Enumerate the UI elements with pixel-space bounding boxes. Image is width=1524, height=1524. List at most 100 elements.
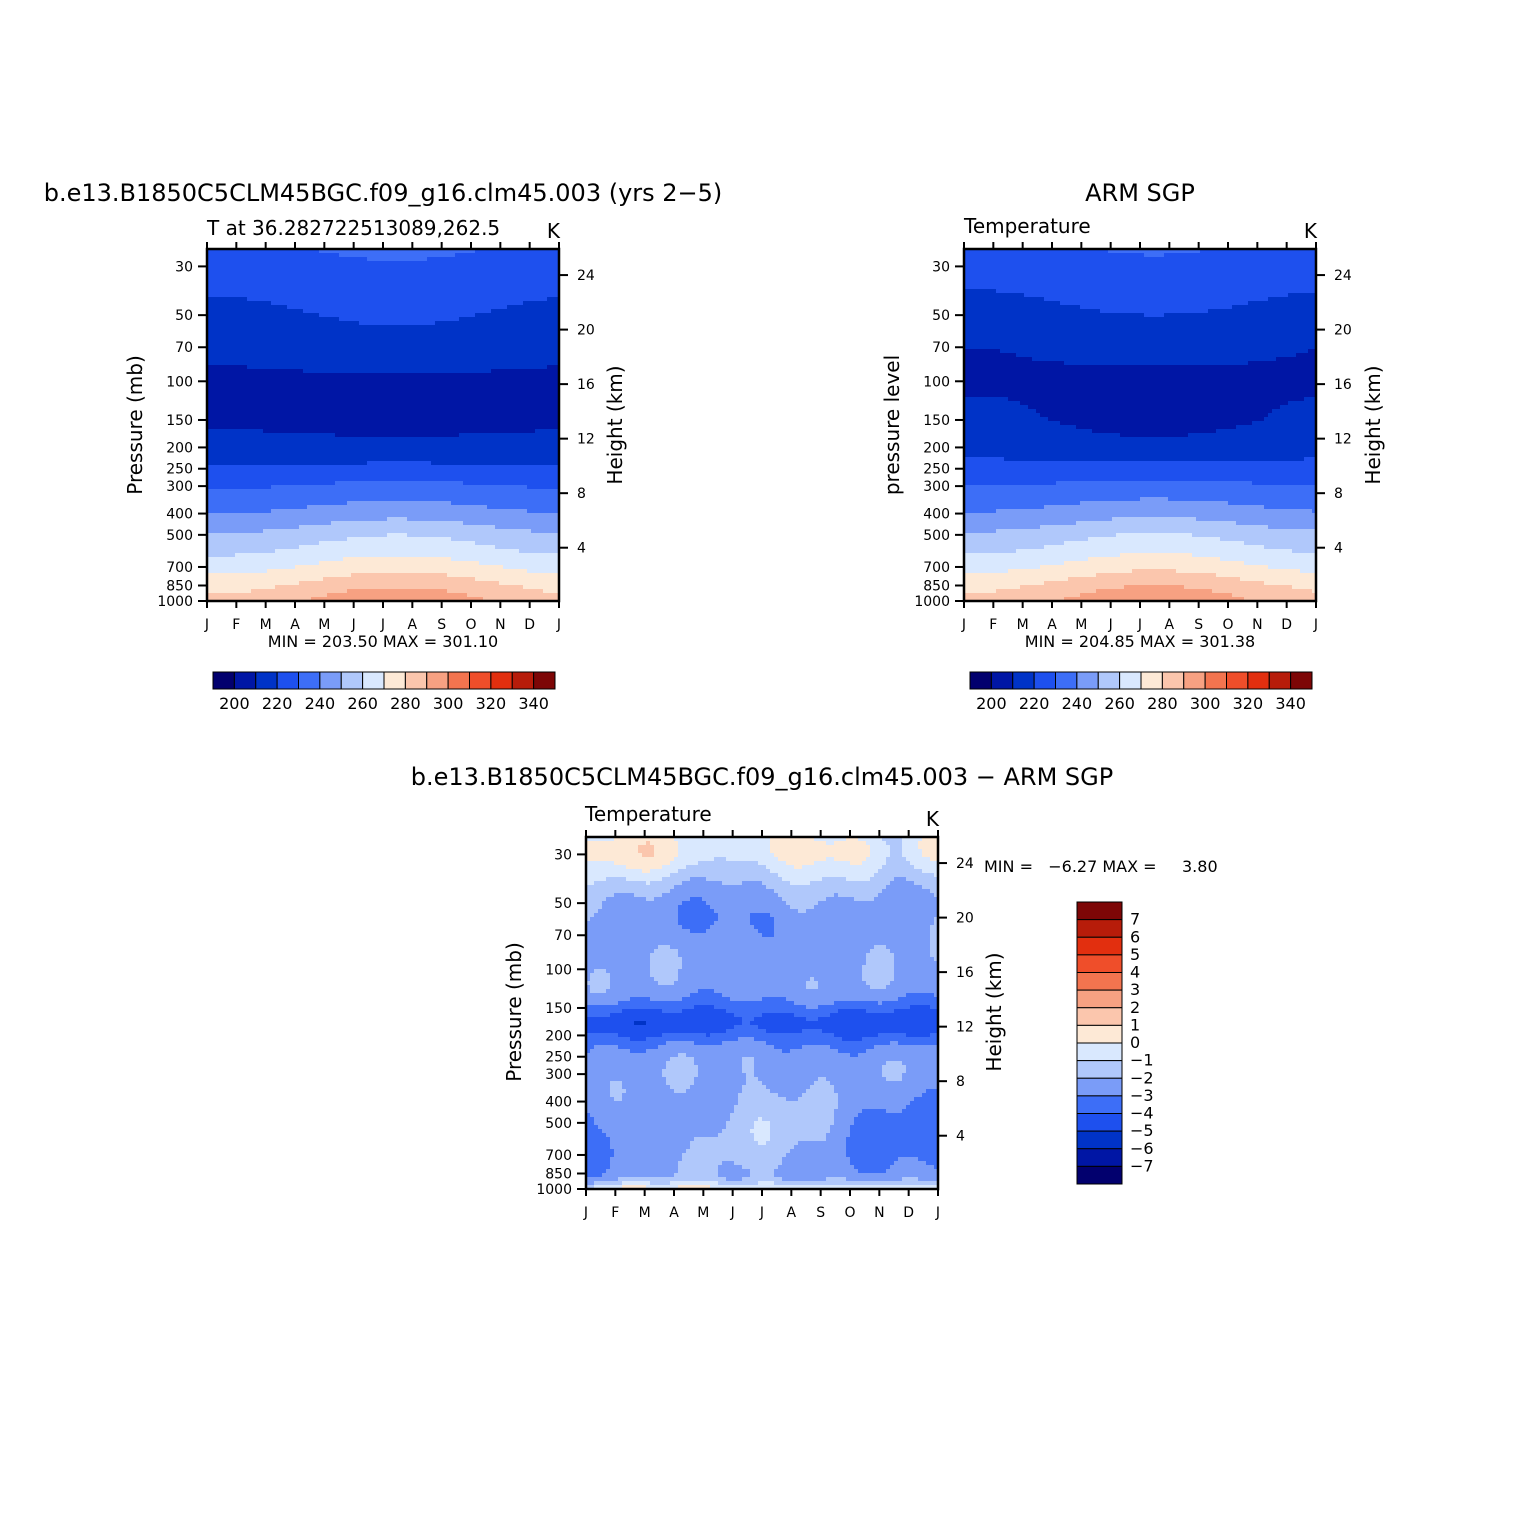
contour-cell (602, 1173, 675, 1178)
contour-cell (830, 1045, 875, 1050)
contour-cell (722, 1129, 751, 1134)
contour-cell (207, 453, 560, 458)
contour-cell (614, 861, 671, 866)
contour-cell (902, 853, 923, 858)
contour-cell (718, 1169, 751, 1174)
contour-cell (964, 249, 1109, 254)
contour-cell (694, 1005, 715, 1010)
x-tick-label: J (380, 617, 385, 633)
x-tick-label: F (611, 1205, 619, 1221)
contour-cell (834, 1033, 879, 1038)
contour-cell (666, 1061, 695, 1066)
contour-cell (964, 569, 1009, 574)
contour-cell (207, 329, 560, 334)
contour-cell (586, 893, 615, 898)
contour-cell (726, 1029, 767, 1034)
contour-cell (307, 505, 488, 510)
contour-cell (794, 1145, 847, 1150)
contour-cell (654, 977, 679, 982)
contour-cell (822, 1029, 939, 1034)
contour-cell (207, 457, 560, 462)
y2-tick-label: 20 (577, 323, 595, 339)
contour-cell (1088, 537, 1221, 542)
contour-cell (762, 1117, 835, 1122)
contour-cell (586, 941, 931, 946)
contour-cell (1168, 497, 1317, 502)
contour-cell (806, 1005, 819, 1010)
contour-cell (770, 1133, 827, 1138)
colorbar-swatch (1076, 1024, 1123, 1044)
contour-cell (814, 905, 939, 910)
contour-cell (207, 489, 560, 494)
contour-cell (818, 1005, 911, 1010)
contour-cell (714, 909, 799, 914)
contour-cell (527, 509, 560, 514)
contour-cell (702, 897, 783, 902)
contour-cell (407, 517, 560, 522)
contour-cell (207, 401, 560, 406)
contour-cell (207, 549, 276, 554)
contour-cell (762, 1081, 815, 1086)
contour-cell (770, 1121, 835, 1126)
contour-cell (630, 997, 651, 1002)
y-tick-label: 500 (545, 1116, 572, 1132)
contour-cell (666, 1041, 695, 1046)
contour-cell (594, 969, 607, 974)
contour-cell (630, 1049, 647, 1054)
contour-cell (586, 1137, 611, 1142)
contour-cell (1252, 421, 1317, 426)
contour-cell (1112, 517, 1197, 522)
contour-cell (930, 953, 939, 958)
y-tick-label: 300 (166, 479, 193, 495)
contour-cell (586, 1081, 611, 1086)
contour-cell (1076, 521, 1237, 526)
contour-cell (1060, 421, 1253, 426)
contour-cell (722, 1041, 767, 1046)
contour-cell (870, 845, 891, 850)
colorbar-label: 4 (1130, 963, 1140, 982)
contour-cell (475, 541, 560, 546)
contour-cell (207, 429, 264, 434)
contour-cell (586, 873, 671, 878)
contour-cell (964, 305, 1081, 310)
contour-cell (964, 533, 1117, 538)
contour-cell (467, 593, 560, 598)
contour-cell (730, 1113, 835, 1118)
contour-cell (1216, 429, 1317, 434)
y-tick-label: 250 (545, 1050, 572, 1066)
contour-cell (1212, 589, 1313, 594)
contour-cell (207, 301, 272, 306)
contour-cell (738, 1097, 787, 1102)
contour-cell (964, 265, 1317, 270)
contour-cell (646, 1049, 783, 1054)
contour-cell (207, 541, 320, 546)
contour-cell (207, 265, 560, 270)
contour-cell (964, 577, 1069, 582)
contour-cell (495, 525, 560, 530)
contour-cell (964, 349, 1001, 354)
contour-cell (207, 317, 340, 322)
contour-cell (299, 581, 500, 586)
colorbar-label: −7 (1130, 1156, 1154, 1175)
contour-cell (1060, 301, 1249, 306)
contour-cell (894, 973, 939, 978)
contour-fill (964, 249, 1317, 602)
panel3-units: K (926, 807, 940, 831)
contour-cell (886, 885, 923, 890)
contour-cell (774, 933, 931, 938)
contour-cell (750, 917, 775, 922)
contour-cell (774, 853, 871, 858)
contour-cell (207, 297, 248, 302)
colorbar-swatch (383, 671, 406, 690)
contour-cell (790, 905, 815, 910)
contour-cell (1164, 253, 1317, 258)
contour-cell (882, 837, 903, 842)
contour-cell (964, 285, 1317, 290)
y-tick-label: 500 (923, 528, 950, 544)
colorbar-swatch (1033, 671, 1056, 690)
x-tick-label: A (669, 1205, 679, 1221)
contour-cell (662, 1073, 699, 1078)
y-tick-label: 100 (545, 962, 572, 978)
y-tick-label: 850 (545, 1166, 572, 1182)
contour-cell (782, 1157, 851, 1162)
